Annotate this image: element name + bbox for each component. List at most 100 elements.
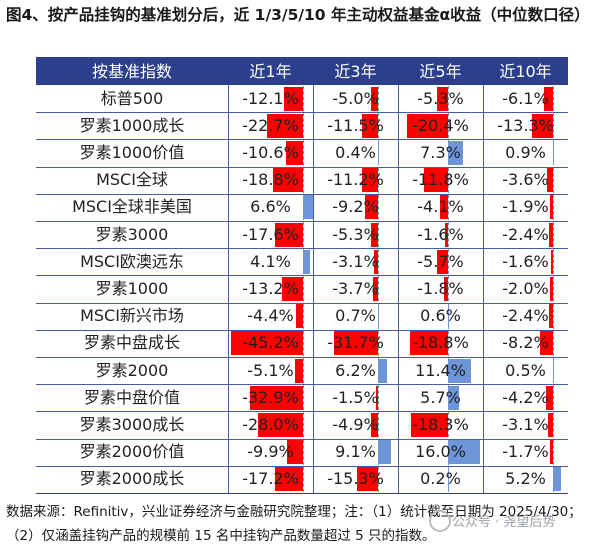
benchmark-name: 罗素1000价值 — [79, 142, 185, 162]
zero-axis-line — [448, 194, 449, 220]
zero-axis-line — [553, 140, 554, 166]
value-bar — [303, 249, 310, 274]
zero-axis-line — [553, 167, 554, 193]
value-label: -32.9% — [242, 387, 299, 407]
benchmark-name: MSCI全球非美国 — [72, 197, 192, 217]
zero-axis-line — [378, 86, 379, 111]
benchmark-name: 罗素中盘价值 — [83, 387, 180, 407]
value-label: -3.6% — [502, 170, 549, 190]
value-label: -2.4% — [502, 224, 549, 244]
value-bar — [378, 440, 391, 465]
value-label: 0.9% — [505, 142, 546, 162]
value-label: 0.4% — [335, 142, 376, 162]
value-label: -3.1% — [332, 251, 379, 271]
value-label: -1.5% — [332, 387, 379, 407]
zero-axis-line — [448, 113, 449, 139]
value-bar — [553, 467, 562, 492]
value-label: -3.1% — [502, 414, 549, 434]
value-bar — [362, 168, 378, 193]
zero-axis-line — [303, 222, 304, 247]
zero-axis-line — [553, 249, 554, 275]
value-label: -18.8% — [412, 333, 469, 353]
value-label: -5.7% — [417, 251, 464, 271]
value-bar — [548, 412, 553, 437]
value-label: -5.3% — [332, 224, 379, 244]
value-bar — [281, 276, 303, 301]
zero-axis-line — [448, 330, 449, 356]
value-bar — [448, 440, 480, 465]
benchmark-name: 罗素3000 — [95, 224, 169, 244]
value-bar — [258, 412, 303, 437]
alpha-table: 按基准指数 近1年 近3年 近5年 近10年 标普500 -12.1% -5.0% -… — [36, 57, 568, 494]
zero-axis-line — [553, 222, 554, 247]
value-bar — [365, 195, 378, 220]
value-bar — [303, 195, 313, 220]
value-label: -28.0% — [242, 414, 299, 434]
zero-axis-line — [553, 86, 554, 111]
value-label: -1.6% — [417, 224, 464, 244]
value-bar — [437, 86, 448, 111]
row-divider — [36, 465, 568, 467]
value-bar — [550, 440, 553, 465]
column-divider — [313, 85, 314, 493]
value-bar — [371, 86, 378, 111]
zero-axis-line — [378, 276, 379, 302]
zero-axis-line — [378, 303, 379, 329]
value-bar — [370, 222, 378, 247]
value-label: -13.2% — [242, 278, 299, 298]
zero-axis-line — [378, 358, 379, 383]
zero-axis-line — [553, 276, 554, 302]
zero-axis-line — [378, 439, 379, 465]
value-bar — [549, 276, 553, 301]
benchmark-name: MSCI欧澳远东 — [80, 251, 184, 271]
value-label: -4.2% — [502, 387, 549, 407]
value-bar — [295, 304, 303, 329]
zero-axis-line — [378, 330, 379, 356]
value-label: -17.6% — [242, 224, 299, 244]
value-label: 5.7% — [420, 387, 461, 407]
row-divider — [36, 112, 568, 114]
value-label: 7.3% — [420, 142, 461, 162]
zero-axis-line — [303, 167, 304, 193]
value-label: 4.1% — [250, 251, 291, 271]
row-divider — [36, 384, 568, 386]
value-bar — [550, 249, 553, 274]
value-bar — [378, 358, 387, 383]
value-label: -1.6% — [502, 251, 549, 271]
benchmark-name: 标普500 — [100, 88, 164, 108]
zero-axis-line — [448, 439, 449, 465]
value-bar — [410, 331, 448, 356]
value-label: -2.4% — [502, 306, 549, 326]
row-divider — [36, 248, 568, 250]
value-label: -20.4% — [412, 115, 469, 135]
zero-axis-line — [378, 466, 379, 492]
value-label: -13.3% — [497, 115, 554, 135]
value-label: 6.2% — [335, 360, 376, 380]
zero-axis-line — [448, 358, 449, 383]
value-bar — [371, 412, 378, 437]
row-divider — [36, 193, 568, 195]
zero-axis-line — [378, 385, 379, 411]
column-divider — [228, 85, 229, 493]
zero-axis-line — [303, 412, 304, 438]
value-label: 0.7% — [335, 306, 376, 326]
watermark: 公众号 · 尧望后势 — [452, 515, 556, 530]
value-label: -10.6% — [242, 142, 299, 162]
value-label: -11.2% — [327, 170, 384, 190]
zero-axis-line — [553, 439, 554, 465]
zero-axis-line — [378, 222, 379, 247]
zero-axis-line — [553, 330, 554, 356]
value-bar — [532, 113, 553, 138]
benchmark-name: 罗素2000 — [95, 360, 169, 380]
value-bar — [424, 168, 448, 193]
value-bar — [275, 467, 303, 492]
value-label: 11.4% — [415, 360, 466, 380]
value-bar — [283, 86, 303, 111]
zero-axis-line — [378, 249, 379, 275]
value-label: -4.4% — [247, 306, 294, 326]
row-divider — [36, 438, 568, 440]
value-bar — [546, 385, 553, 410]
benchmark-name: MSCI新兴市场 — [80, 306, 184, 326]
column-divider — [483, 85, 484, 493]
zero-axis-line — [378, 412, 379, 438]
